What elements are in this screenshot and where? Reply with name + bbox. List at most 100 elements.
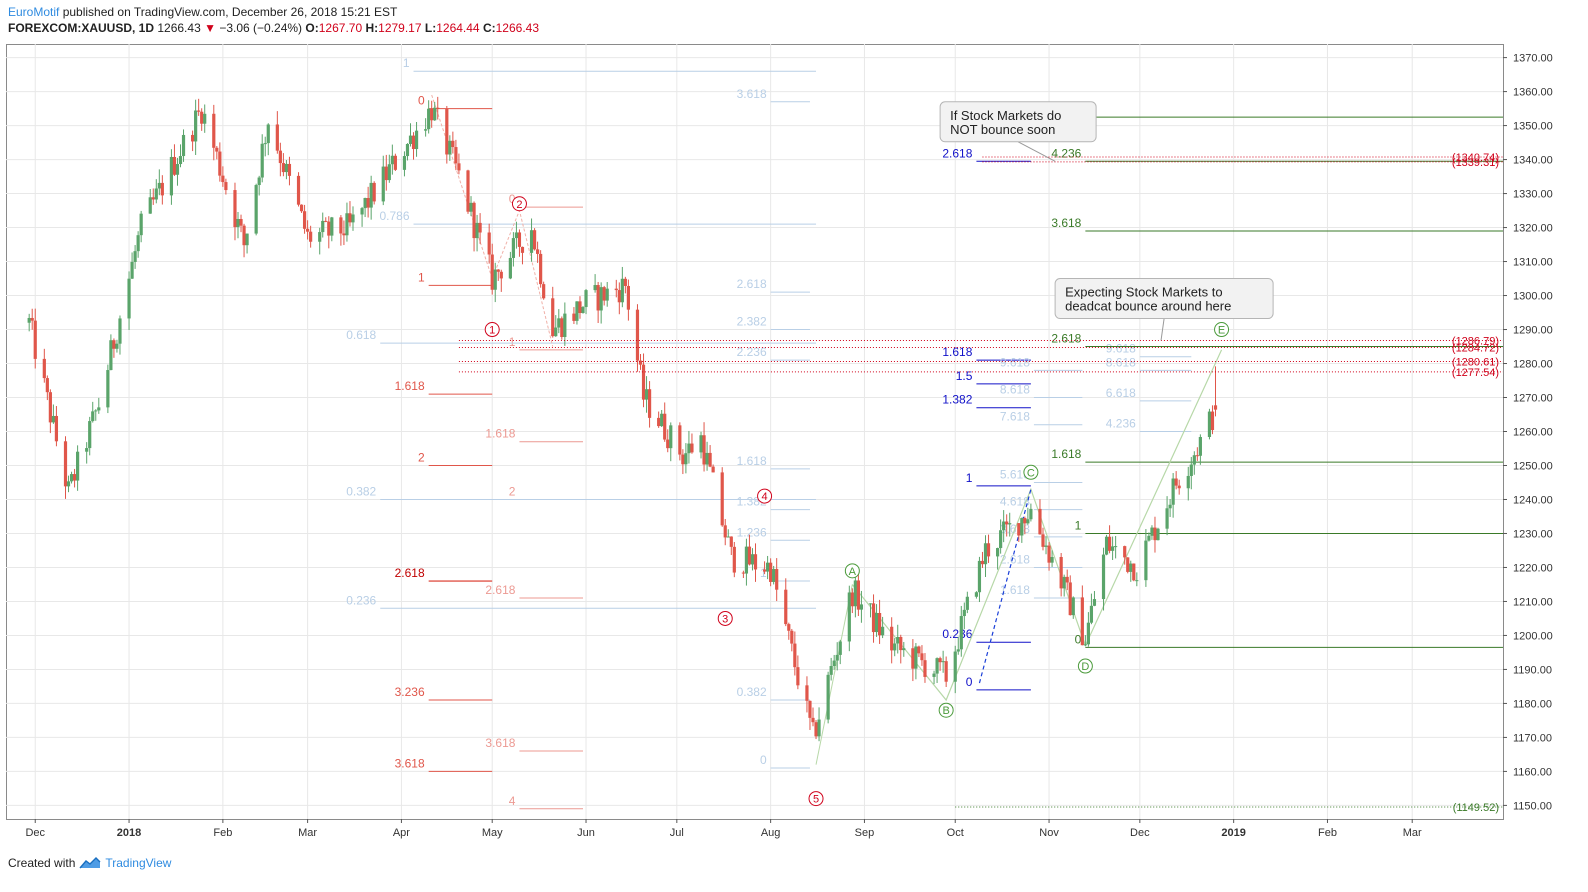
candle-body: [306, 228, 310, 232]
candle-body: [681, 454, 685, 465]
candle-body: [660, 413, 664, 427]
candle-body: [663, 413, 667, 440]
candle-body: [581, 307, 585, 314]
candle-body: [430, 108, 434, 121]
candle-body: [578, 301, 582, 314]
candle-body: [363, 198, 367, 209]
candle-body: [769, 562, 773, 582]
candle-body: [1156, 528, 1160, 541]
candle-body: [853, 580, 857, 607]
callout-no-bounce-text: If Stock Markets do: [950, 108, 1061, 123]
candle-body: [811, 717, 815, 723]
candle-body: [644, 389, 649, 400]
candle-body: [563, 313, 567, 338]
callout-no-bounce-text: NOT bounce soon: [950, 122, 1055, 137]
fib-level-label: 1: [509, 335, 516, 349]
candle-body: [1080, 597, 1084, 646]
symbol-label: FOREXCOM:XAUUSD, 1D: [8, 21, 155, 35]
callout-deadcat-bounce-text: Expecting Stock Markets to: [1065, 285, 1223, 300]
candle-body: [1017, 523, 1021, 536]
candle-body: [1089, 605, 1094, 623]
candle-body: [66, 481, 71, 487]
wave-label-text: A: [849, 566, 857, 578]
candle-body: [91, 411, 95, 422]
candle-body: [847, 592, 851, 642]
x-tick-label: Jul: [670, 827, 684, 839]
y-tick-label: 1350.00: [1513, 121, 1553, 133]
candle-body: [499, 271, 503, 279]
candle-body: [705, 452, 709, 465]
fib-level-label: 2.618: [942, 146, 972, 160]
candle-body: [490, 254, 494, 290]
candle-body: [635, 309, 640, 361]
candle-body: [790, 630, 794, 644]
price-level-label: (1280.61): [1452, 356, 1499, 368]
candle-body: [118, 318, 122, 344]
candle-body: [1086, 622, 1090, 645]
candle-body: [466, 170, 470, 212]
candle-body: [899, 636, 903, 651]
c-leg-dashed-line: [978, 489, 1032, 684]
candle-body: [472, 202, 476, 239]
candle-body: [917, 646, 921, 654]
fib-level-label: 1.236: [737, 525, 767, 539]
wave-label-text: 1: [489, 325, 495, 337]
fib-level-label: 7.618: [1000, 410, 1030, 424]
y-tick-label: 1250.00: [1513, 460, 1553, 472]
candle-body: [911, 648, 915, 669]
fib-level-label: 1.5: [956, 369, 973, 383]
candle-body: [1198, 436, 1202, 456]
candle-body: [784, 589, 788, 625]
y-tick-label: 1210.00: [1513, 596, 1553, 608]
candle-body: [959, 616, 963, 650]
candle-body: [224, 182, 228, 191]
candle-body: [575, 301, 579, 321]
axes-layer: 1150.001160.001170.001180.001190.001200.…: [25, 53, 1552, 839]
candle-body: [720, 472, 724, 526]
y-tick-label: 1180.00: [1513, 698, 1552, 710]
candle-body: [88, 421, 92, 449]
y-tick-label: 1150.00: [1513, 800, 1552, 812]
candle-body: [260, 143, 264, 178]
candle-body: [496, 269, 500, 272]
candle-body: [200, 111, 204, 124]
candle-body: [175, 164, 180, 175]
candle-body: [109, 340, 113, 371]
author-link[interactable]: EuroMotif: [8, 5, 60, 19]
candle-body: [478, 222, 482, 233]
candle-body: [1153, 527, 1157, 541]
candle-body: [424, 129, 428, 131]
candles-layer: [27, 96, 1218, 742]
tradingview-link[interactable]: TradingView: [105, 856, 172, 870]
candle-body: [1005, 521, 1009, 525]
candle-body: [623, 278, 627, 286]
candle-body: [1123, 546, 1127, 558]
candle-body: [536, 249, 540, 254]
candle-body: [72, 474, 77, 481]
candle-body: [669, 425, 673, 449]
y-tick-label: 1220.00: [1513, 562, 1553, 574]
candle-body: [517, 232, 522, 247]
wave-label-circle: [938, 702, 954, 718]
candle-body: [856, 580, 860, 610]
fib-level-label: 1.618: [1051, 447, 1081, 461]
high-label: H:: [365, 21, 379, 35]
y-tick-label: 1320.00: [1513, 223, 1553, 235]
candle-body: [160, 182, 164, 196]
fib-level-label: 1.618: [485, 427, 515, 441]
candle-body: [711, 466, 715, 473]
candle-body: [762, 569, 767, 572]
candle-body: [953, 651, 957, 682]
x-tick-label: May: [482, 827, 503, 839]
fib-level-label: 2.618: [737, 277, 767, 291]
candle-body: [221, 175, 225, 183]
candle-body: [402, 156, 407, 170]
candle-body: [327, 221, 331, 236]
candle-body: [342, 233, 346, 236]
candle-body: [614, 288, 618, 291]
candle-body: [218, 151, 222, 176]
candle-body: [414, 130, 419, 150]
candle-body: [197, 110, 201, 112]
candle-body: [133, 251, 137, 262]
